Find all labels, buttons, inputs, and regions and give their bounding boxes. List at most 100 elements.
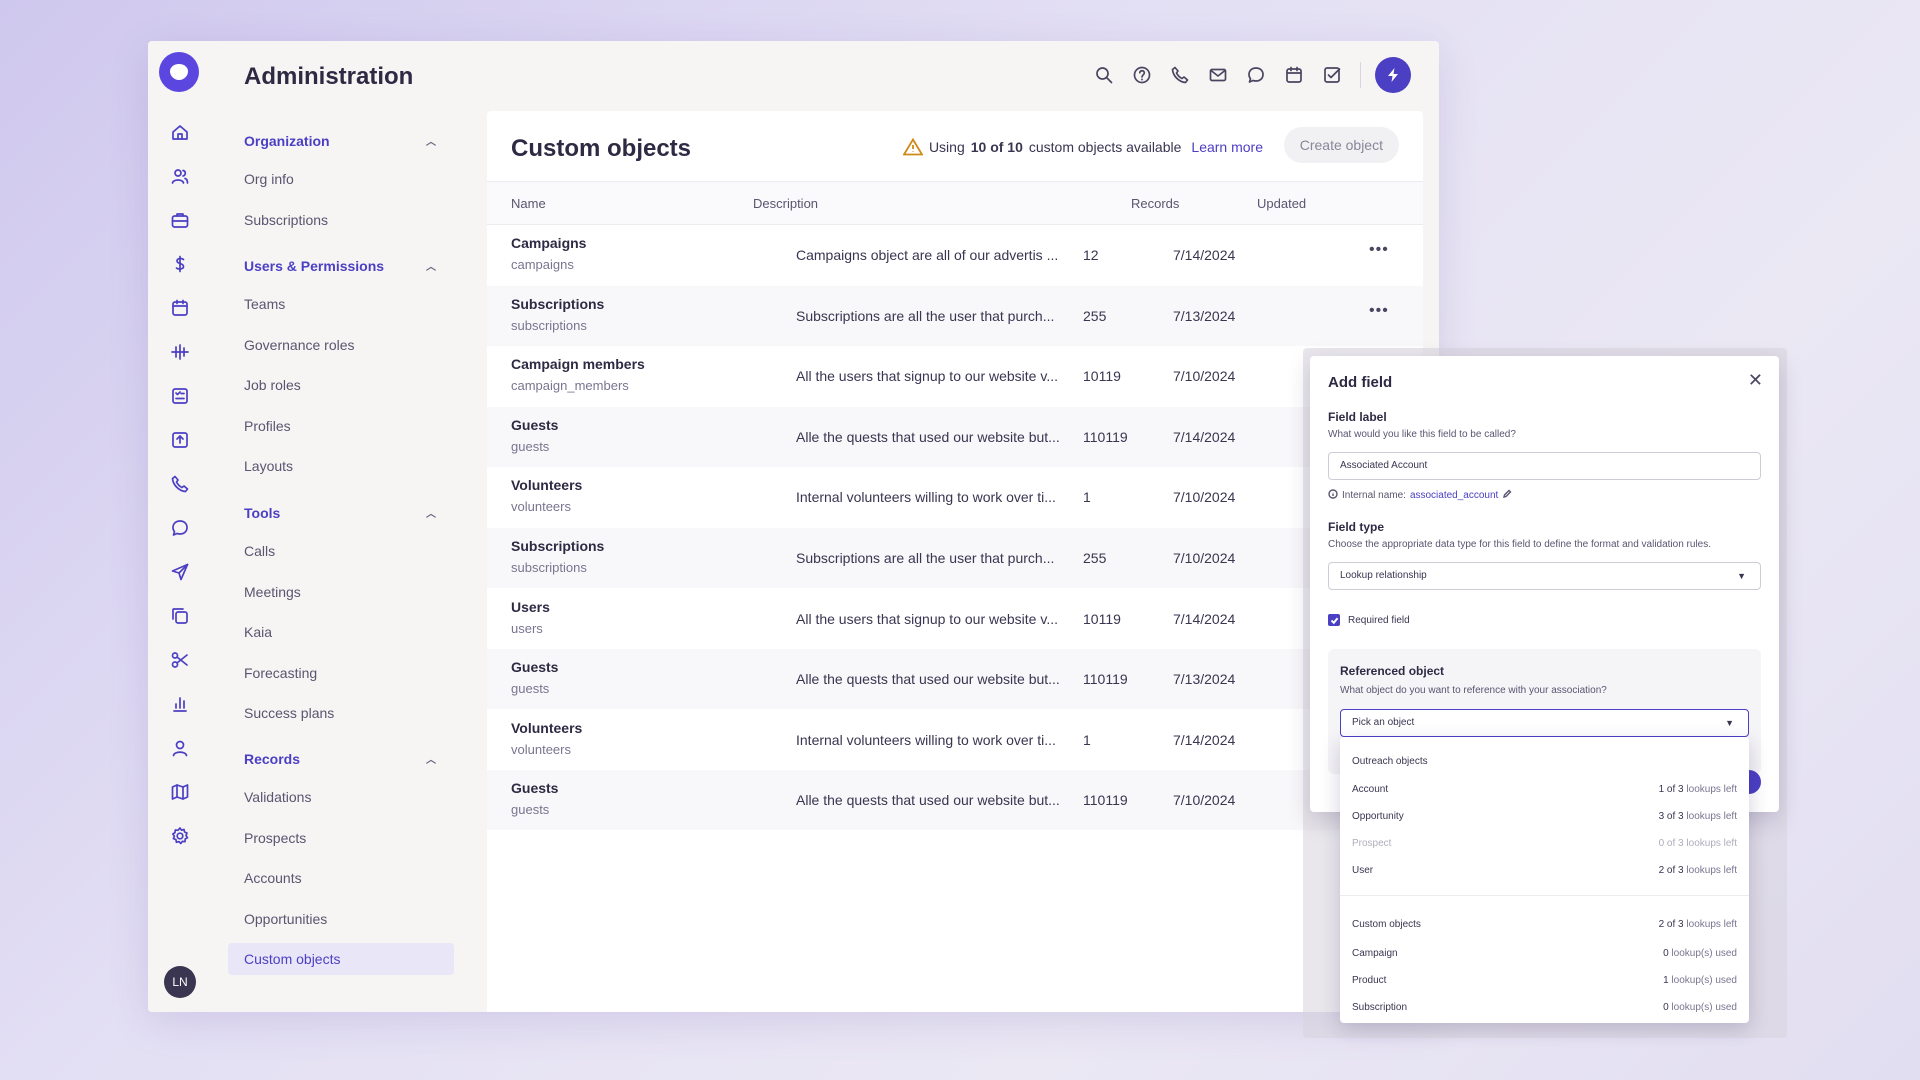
- object-description: Subscriptions are all the user that purc…: [796, 550, 1055, 566]
- more-options-icon[interactable]: •••: [1369, 241, 1389, 258]
- task-icon[interactable]: [1320, 63, 1344, 87]
- phone-icon[interactable]: [1168, 63, 1192, 87]
- object-updated: 7/14/2024: [1173, 247, 1236, 263]
- sidebar-section-records[interactable]: Records ︿: [244, 751, 436, 767]
- briefcase-icon[interactable]: [168, 208, 192, 232]
- table-row[interactable]: Volunteers volunteers Internal volunteers …: [487, 710, 1423, 770]
- close-icon[interactable]: ✕: [1747, 370, 1763, 390]
- sidebar-item-profiles[interactable]: Profiles: [244, 417, 291, 434]
- sidebar-item-job-roles[interactable]: Job roles: [244, 377, 301, 393]
- person-icon[interactable]: [168, 736, 192, 760]
- referenced-object-select[interactable]: Pick an object ▼: [1340, 709, 1749, 737]
- option-suffix: lookup(s) used: [1671, 1002, 1737, 1013]
- sidebar-item-subscriptions[interactable]: Subscriptions: [244, 211, 329, 228]
- copy-icon[interactable]: [168, 604, 192, 628]
- chevron-up-icon[interactable]: ︿: [426, 262, 436, 273]
- sidebar-section-organization[interactable]: Organization ︿: [244, 133, 436, 149]
- table-row[interactable]: Guests guests Alle the quests that used ou…: [487, 770, 1423, 831]
- bolt-icon[interactable]: [1375, 57, 1411, 93]
- column-header-records[interactable]: Records: [1131, 196, 1180, 211]
- sidebar-item-success-plans[interactable]: Success plans: [244, 705, 335, 721]
- sidebar-item-prospects[interactable]: Prospects: [244, 829, 307, 846]
- object-name[interactable]: Subscriptions: [511, 295, 605, 312]
- sidebar-item-validations[interactable]: Validations: [244, 789, 312, 805]
- gear-icon[interactable]: [168, 824, 192, 848]
- table-row[interactable]: Volunteers volunteers Internal volunteers …: [487, 467, 1423, 527]
- avatar[interactable]: LN: [164, 966, 196, 998]
- object-name[interactable]: Users: [511, 598, 550, 615]
- sidebar-item-governance-roles[interactable]: Governance roles: [244, 336, 355, 353]
- sidebar-item-opportunities[interactable]: Opportunities: [244, 910, 328, 927]
- field-type-select[interactable]: Lookup relationship ▼: [1328, 562, 1761, 590]
- object-name[interactable]: Guests: [511, 780, 559, 797]
- bar-chart-icon[interactable]: [168, 692, 192, 716]
- chevron-up-icon[interactable]: ︿: [426, 755, 436, 766]
- sidebar-item-forecasting[interactable]: Forecasting: [244, 664, 318, 681]
- table-row[interactable]: Campaigns campaigns Campaigns object are a…: [487, 225, 1423, 285]
- dropdown-option-product[interactable]: Product 1 lookup(s) used: [1352, 975, 1737, 989]
- chevron-up-icon[interactable]: ︿: [426, 509, 436, 520]
- upload-icon[interactable]: [168, 428, 192, 452]
- dropdown-group-custom-label: Custom objects: [1352, 919, 1421, 930]
- chat-icon[interactable]: [168, 516, 192, 540]
- search-icon[interactable]: [1092, 63, 1116, 87]
- table-row[interactable]: Guests guests Alle the quests that used ou…: [487, 649, 1423, 710]
- sidebar-item-meetings[interactable]: Meetings: [244, 583, 301, 600]
- table-row[interactable]: Subscriptions subscriptions Subscriptions …: [487, 285, 1423, 346]
- scissors-icon[interactable]: [168, 648, 192, 672]
- sidebar-item-custom-objects[interactable]: Custom objects: [228, 943, 454, 975]
- object-name[interactable]: Subscriptions: [511, 538, 605, 554]
- column-header-description[interactable]: Description: [753, 196, 819, 211]
- column-header-name[interactable]: Name: [511, 196, 546, 211]
- sidebar-item-org-info[interactable]: Org info: [244, 171, 294, 187]
- calendar-icon[interactable]: [1282, 63, 1306, 87]
- object-name[interactable]: Volunteers: [511, 477, 583, 494]
- map-icon[interactable]: [168, 780, 192, 804]
- app-logo-icon[interactable]: [159, 52, 199, 92]
- sidebar-section-tools[interactable]: Tools ︿: [244, 505, 436, 521]
- table-row[interactable]: Guests guests Alle the quests that used ou…: [487, 406, 1423, 467]
- people-icon[interactable]: [168, 164, 192, 188]
- waveform-icon[interactable]: [168, 340, 192, 364]
- help-icon[interactable]: [1130, 63, 1154, 87]
- dropdown-option-account[interactable]: Account 1 of 3 lookups left: [1352, 784, 1737, 798]
- table-row[interactable]: Campaign members campaign_members All the …: [487, 346, 1423, 406]
- sidebar-item-teams[interactable]: Teams: [244, 296, 286, 312]
- sidebar-section-users-permissions[interactable]: Users & Permissions ︿: [244, 258, 436, 274]
- dropdown-option-user[interactable]: User 2 of 3 lookups left: [1352, 865, 1737, 879]
- chevron-up-icon[interactable]: ︿: [426, 137, 436, 148]
- calendar-icon[interactable]: [168, 296, 192, 320]
- object-name[interactable]: Guests: [511, 416, 559, 433]
- object-name[interactable]: Campaign members: [511, 356, 645, 373]
- dropdown-option-prospect: Prospect 0 of 3 lookups left: [1352, 838, 1737, 852]
- object-name[interactable]: Guests: [511, 659, 559, 676]
- required-checkbox[interactable]: [1328, 614, 1340, 626]
- table-row[interactable]: Users users All the users that signup to o…: [487, 589, 1423, 649]
- sidebar-item-calls[interactable]: Calls: [244, 543, 276, 559]
- option-label: Account: [1352, 784, 1389, 795]
- column-header-updated[interactable]: Updated: [1257, 196, 1307, 211]
- chat-icon[interactable]: [1244, 63, 1268, 87]
- dropdown-option-campaign[interactable]: Campaign 0 lookup(s) used: [1352, 948, 1737, 962]
- home-icon[interactable]: [168, 120, 192, 144]
- object-name[interactable]: Volunteers: [511, 719, 583, 736]
- required-field-toggle[interactable]: Required field: [1328, 614, 1410, 626]
- checklist-icon[interactable]: [168, 384, 192, 408]
- edit-pencil-icon[interactable]: [1502, 489, 1512, 502]
- phone-icon[interactable]: [168, 472, 192, 496]
- create-object-button[interactable]: Create object: [1283, 127, 1399, 163]
- object-name[interactable]: Campaigns: [511, 235, 587, 251]
- mail-icon[interactable]: [1206, 63, 1230, 87]
- sidebar-item-kaia[interactable]: Kaia: [244, 624, 273, 640]
- dollar-icon[interactable]: [168, 252, 192, 276]
- sidebar-item-layouts[interactable]: Layouts: [244, 458, 294, 474]
- dropdown-option-opportunity[interactable]: Opportunity 3 of 3 lookups left: [1352, 811, 1737, 825]
- learn-more-link[interactable]: Learn more: [1191, 139, 1263, 155]
- more-options-icon[interactable]: •••: [1369, 301, 1389, 319]
- send-icon[interactable]: [168, 560, 192, 584]
- sidebar-item-accounts[interactable]: Accounts: [244, 870, 302, 886]
- field-label-input[interactable]: Associated Account: [1328, 452, 1761, 480]
- required-label: Required field: [1348, 614, 1410, 626]
- table-row[interactable]: Subscriptions subscriptions Subscriptions …: [487, 528, 1423, 588]
- dropdown-option-subscription[interactable]: Subscription 0 lookup(s) used: [1352, 1002, 1737, 1016]
